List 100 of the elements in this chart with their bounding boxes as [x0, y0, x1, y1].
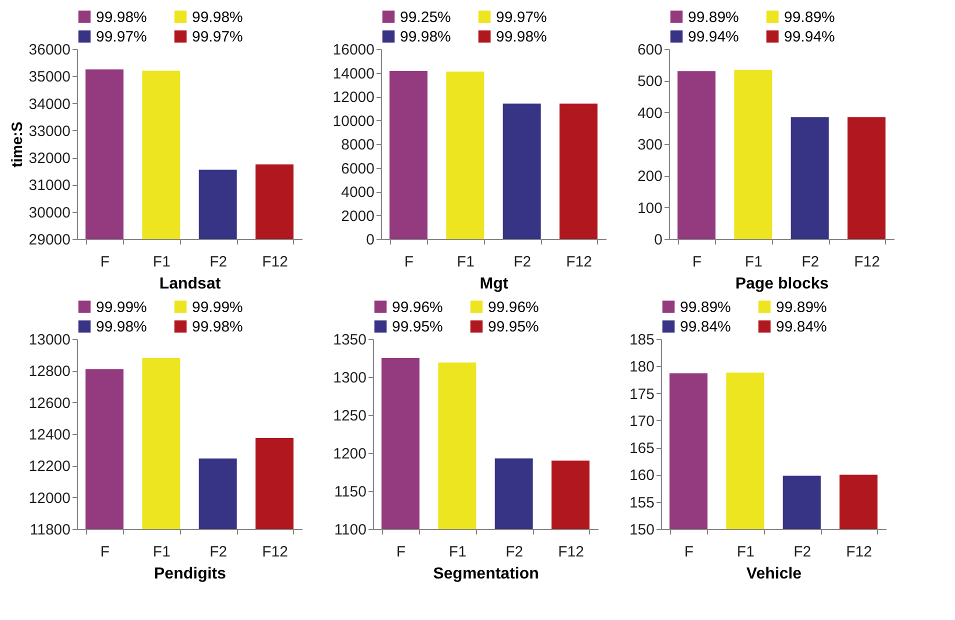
- x-tick-label: F: [404, 254, 414, 270]
- x-tick-label: F2: [802, 254, 820, 270]
- y-tick-label: 1100: [334, 522, 366, 538]
- x-tick-label: F1: [448, 544, 466, 560]
- x-tick-label: F12: [566, 254, 592, 270]
- y-tick-label: 1150: [334, 484, 366, 500]
- x-tick-label: F1: [152, 544, 170, 560]
- legend-label: 99.99%: [96, 298, 147, 316]
- legend-label: 99.98%: [192, 318, 243, 336]
- y-tick-label: 12600: [28, 394, 70, 412]
- x-axis-title: Segmentation: [433, 566, 539, 582]
- legend-label: 99.97%: [496, 8, 547, 26]
- x-tick-label: F: [100, 254, 110, 270]
- x-tick-label: F2: [794, 544, 812, 560]
- legend-label: 99.96%: [392, 298, 443, 316]
- y-tick-label: 1200: [333, 446, 366, 462]
- x-tick-label: F12: [262, 254, 288, 270]
- y-tick-label: 2000: [341, 208, 374, 225]
- y-tick-label: 30000: [28, 204, 70, 222]
- x-axis-title: Vehicle: [746, 566, 802, 582]
- x-tick-label: F: [692, 254, 702, 270]
- y-tick-label: 33000: [28, 122, 70, 140]
- x-tick-label: F12: [854, 254, 880, 270]
- y-tick-label: 500: [637, 73, 662, 90]
- y-tick-label: 12400: [28, 426, 70, 444]
- x-axis-title: Page blocks: [735, 276, 829, 292]
- y-tick-label: 32000: [28, 150, 70, 168]
- legend-label: 99.89%: [680, 298, 731, 316]
- legend-label: 99.98%: [96, 8, 147, 26]
- y-tick-label: 8000: [341, 136, 374, 154]
- legend-label: 99.97%: [96, 28, 147, 46]
- x-tick-label: F1: [456, 254, 474, 270]
- legend-label: 99.89%: [776, 298, 827, 316]
- y-tick-label: 34000: [28, 96, 70, 113]
- legend-label: 99.98%: [96, 318, 147, 336]
- y-tick-label: 10000: [332, 112, 374, 130]
- x-tick-label: F12: [846, 544, 872, 560]
- y-tick-label: 200: [637, 168, 662, 186]
- x-axis-title: Mgt: [480, 276, 509, 292]
- legend-label: 99.95%: [488, 318, 539, 336]
- y-tick-label: 0: [366, 232, 374, 248]
- legend-label: 99.99%: [192, 298, 243, 316]
- legend-label: 99.98%: [192, 8, 243, 26]
- x-tick-label: F: [684, 544, 694, 560]
- y-tick-label: 1350: [333, 332, 366, 348]
- legend-label: 99.25%: [400, 8, 451, 26]
- x-tick-label: F: [396, 544, 406, 560]
- x-tick-label: F1: [152, 254, 170, 270]
- y-tick-label: 1300: [333, 370, 366, 386]
- y-tick-label: 13000: [28, 332, 70, 348]
- x-axis-title: Pendigits: [154, 566, 226, 582]
- x-axis-title: Landsat: [159, 276, 222, 292]
- legend-label: 99.98%: [400, 28, 451, 46]
- y-tick-label: 31000: [28, 177, 70, 194]
- legend-label: 99.94%: [784, 28, 835, 46]
- legend-label: 99.89%: [784, 8, 835, 26]
- legend-label: 99.95%: [392, 318, 443, 336]
- y-tick-label: 160: [629, 467, 654, 484]
- y-tick-label: 12000: [332, 89, 374, 106]
- y-tick-label: 100: [637, 200, 662, 217]
- x-tick-label: F12: [262, 544, 288, 560]
- legend-label: 99.94%: [688, 28, 739, 46]
- x-tick-label: F2: [210, 254, 228, 270]
- y-tick-label: 16000: [332, 42, 374, 58]
- x-tick-label: F1: [736, 544, 754, 560]
- y-tick-label: 0: [654, 232, 662, 248]
- legend-label: 99.84%: [776, 318, 827, 336]
- y-tick-label: 400: [637, 104, 662, 122]
- legend-label: 99.97%: [192, 28, 243, 46]
- y-tick-label: 14000: [332, 65, 374, 82]
- x-tick-label: F2: [506, 544, 524, 560]
- legend-label: 99.89%: [688, 8, 739, 26]
- y-tick-label: 165: [629, 440, 654, 458]
- y-axis-title: time:S: [8, 122, 26, 168]
- y-tick-label: 150: [629, 522, 654, 538]
- y-tick-label: 12000: [28, 490, 70, 507]
- y-tick-label: 11800: [30, 522, 70, 538]
- y-tick-label: 170: [629, 412, 654, 430]
- y-tick-label: 36000: [28, 42, 70, 58]
- y-tick-label: 175: [629, 386, 654, 403]
- y-tick-label: 300: [637, 136, 662, 154]
- x-tick-label: F: [100, 544, 110, 560]
- y-tick-label: 180: [629, 358, 654, 376]
- legend-label: 99.96%: [488, 298, 539, 316]
- y-tick-label: 12800: [28, 363, 70, 380]
- y-tick-label: 155: [629, 494, 654, 512]
- y-tick-label: 185: [629, 332, 654, 348]
- y-tick-label: 1250: [333, 408, 366, 424]
- y-tick-label: 12200: [28, 458, 70, 476]
- y-tick-label: 600: [637, 42, 662, 58]
- y-tick-label: 6000: [341, 160, 374, 178]
- x-tick-label: F1: [744, 254, 762, 270]
- y-tick-label: 4000: [341, 184, 374, 201]
- x-tick-label: F2: [514, 254, 532, 270]
- legend-label: 99.84%: [680, 318, 731, 336]
- legend-label: 99.98%: [496, 28, 547, 46]
- x-tick-label: F2: [210, 544, 228, 560]
- y-tick-label: 29000: [28, 232, 70, 248]
- x-tick-label: F12: [558, 544, 584, 560]
- y-tick-label: 35000: [28, 68, 70, 86]
